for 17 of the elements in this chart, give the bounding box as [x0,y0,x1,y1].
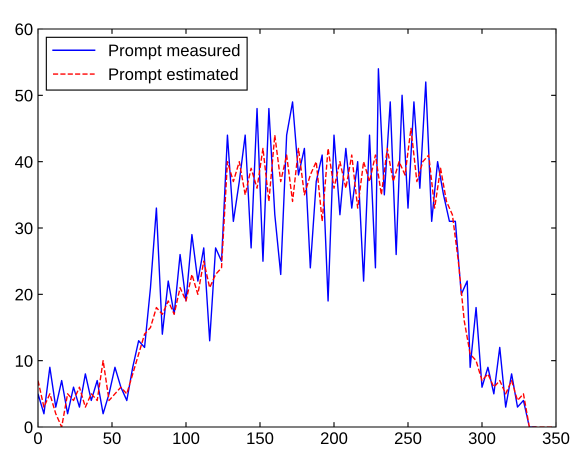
y-tick-label: 60 [15,23,32,36]
x-tick-label: 0 [34,432,42,444]
x-tick-label: 100 [173,432,200,444]
y-tick-label: 10 [16,355,32,367]
y-tick-label: 50 [15,90,32,102]
y-tick-label: 20 [15,288,32,301]
x-tick-label: 350 [542,432,570,444]
y-tick-label: 40 [14,156,32,168]
x-tick-label: 200 [320,432,348,444]
x-tick-label: 150 [247,432,274,444]
legend-label: Prompt estimated [109,68,238,84]
y-tick-label: 30 [15,222,32,234]
x-tick-label: 250 [394,432,422,444]
x-tick-label: 50 [103,432,121,444]
y-tick-label: 0 [24,421,32,434]
legend-label: Prompt measured [109,44,240,60]
x-tick-label: 300 [468,432,496,444]
